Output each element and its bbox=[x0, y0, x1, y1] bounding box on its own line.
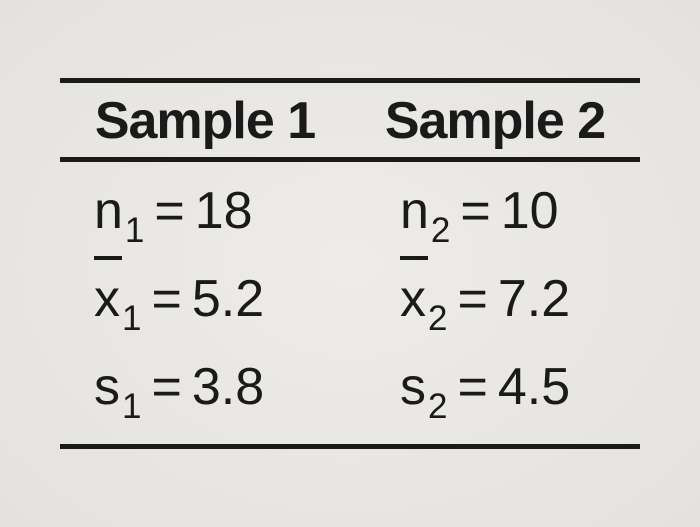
stat-expression: x 1 = 5.2 bbox=[94, 264, 264, 334]
stat-value: 7.2 bbox=[498, 264, 570, 334]
equals-sign: = bbox=[457, 264, 487, 334]
header-label-2: Sample 2 bbox=[385, 91, 605, 151]
statistics-table: Sample 1 Sample 2 n 1 = 18 n 2 = 10 bbox=[60, 78, 640, 450]
equals-sign: = bbox=[151, 264, 181, 334]
header-cell: Sample 1 bbox=[60, 91, 350, 151]
stat-value: 18 bbox=[195, 176, 253, 246]
stat-value: 4.5 bbox=[498, 352, 570, 422]
equals-sign: = bbox=[151, 352, 181, 422]
stat-subscript: 1 bbox=[122, 383, 141, 430]
stat-expression: x 2 = 7.2 bbox=[400, 264, 570, 334]
stat-cell: n 2 = 10 bbox=[350, 176, 640, 246]
stat-value: 3.8 bbox=[192, 352, 264, 422]
table-row: x 1 = 5.2 x 2 = 7.2 bbox=[60, 264, 640, 334]
stat-expression: n 1 = 18 bbox=[94, 176, 253, 246]
stat-expression: s 1 = 3.8 bbox=[94, 352, 264, 422]
stat-symbol: n bbox=[94, 176, 123, 246]
header-label-1: Sample 1 bbox=[95, 91, 315, 151]
header-cell: Sample 2 bbox=[350, 91, 640, 151]
stat-symbol-xbar: x bbox=[94, 264, 120, 334]
table-row: s 1 = 3.8 s 2 = 4.5 bbox=[60, 352, 640, 422]
stat-symbol: n bbox=[400, 176, 429, 246]
stat-subscript: 1 bbox=[122, 295, 141, 342]
equals-sign: = bbox=[457, 352, 487, 422]
stat-cell: x 1 = 5.2 bbox=[60, 264, 350, 334]
stat-subscript: 2 bbox=[428, 295, 447, 342]
stat-expression: n 2 = 10 bbox=[400, 176, 559, 246]
stat-cell: n 1 = 18 bbox=[60, 176, 350, 246]
equals-sign: = bbox=[460, 176, 490, 246]
stat-cell: x 2 = 7.2 bbox=[350, 264, 640, 334]
table-body: n 1 = 18 n 2 = 10 x 1 = bbox=[60, 162, 640, 450]
equals-sign: = bbox=[154, 176, 184, 246]
stat-expression: s 2 = 4.5 bbox=[400, 352, 570, 422]
table-row: n 1 = 18 n 2 = 10 bbox=[60, 176, 640, 246]
table-header-row: Sample 1 Sample 2 bbox=[60, 83, 640, 162]
stat-value: 5.2 bbox=[192, 264, 264, 334]
stat-symbol: s bbox=[400, 352, 426, 422]
stat-symbol-xbar: x bbox=[400, 264, 426, 334]
stat-subscript: 2 bbox=[428, 383, 447, 430]
stat-value: 10 bbox=[501, 176, 559, 246]
stat-symbol: s bbox=[94, 352, 120, 422]
stat-subscript: 1 bbox=[125, 207, 144, 254]
stat-subscript: 2 bbox=[431, 207, 450, 254]
stat-cell: s 1 = 3.8 bbox=[60, 352, 350, 422]
stat-cell: s 2 = 4.5 bbox=[350, 352, 640, 422]
